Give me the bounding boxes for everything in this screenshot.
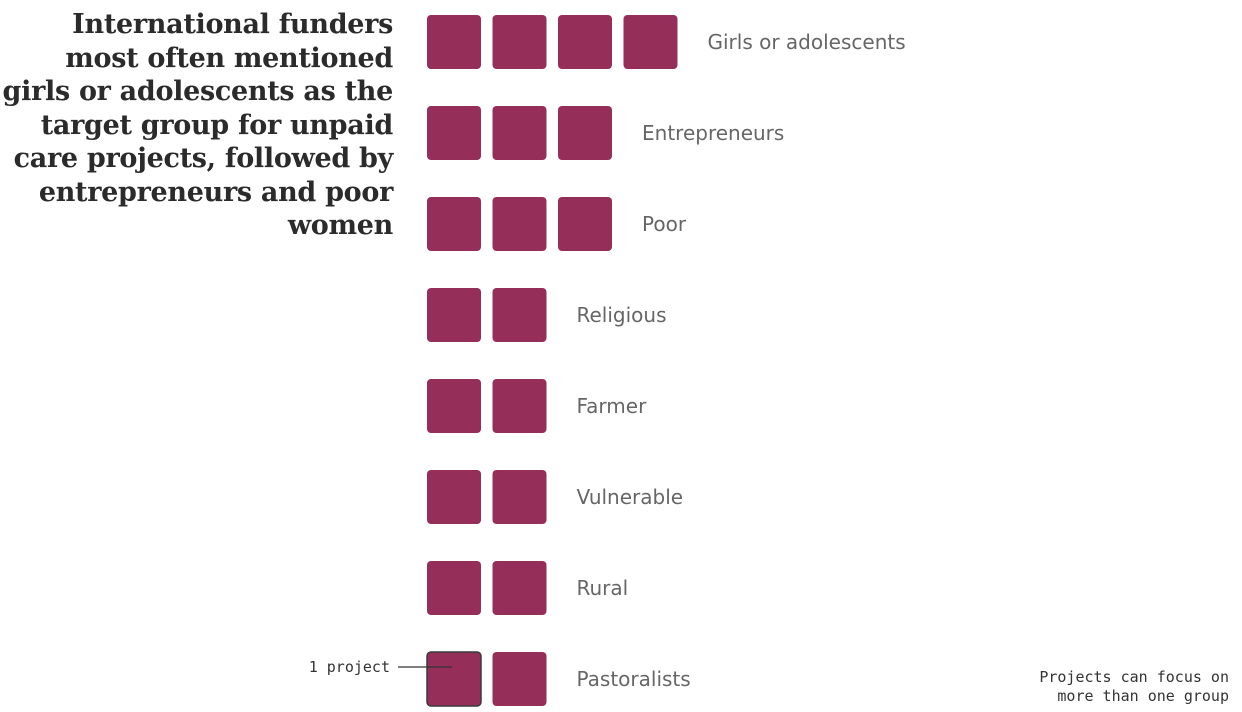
waffle-square (427, 106, 481, 160)
waffle-square (427, 470, 481, 524)
legend-unit-label: 1 project (309, 658, 390, 676)
category-label: Pastoralists (577, 667, 691, 691)
category-label: Girls or adolescents (708, 30, 906, 54)
waffle-square (427, 197, 481, 251)
footnote: Projects can focus on more than one grou… (969, 668, 1229, 706)
category-label: Vulnerable (577, 485, 684, 509)
category-label: Farmer (577, 394, 648, 418)
waffle-square (558, 197, 612, 251)
legend-key-square (426, 651, 482, 707)
waffle-square (492, 288, 547, 342)
waffle-square (492, 379, 547, 433)
waffle-square (427, 288, 481, 342)
waffle-square (558, 106, 612, 160)
waffle-square (623, 15, 678, 69)
waffle-square (558, 15, 612, 69)
chart-title: International funders most often mention… (2, 9, 394, 241)
category-label: Religious (577, 303, 667, 327)
waffle-square (427, 561, 481, 615)
waffle-square (427, 15, 481, 69)
waffle-square (492, 652, 547, 706)
footnote-line-2: more than one group (1057, 687, 1229, 705)
category-label: Poor (642, 212, 687, 236)
waffle-square (492, 561, 547, 615)
category-label: Rural (577, 576, 629, 600)
waffle-square (492, 470, 547, 524)
waffle-square (492, 15, 547, 69)
waffle-square (427, 379, 481, 433)
category-label: Entrepreneurs (642, 121, 784, 145)
footnote-line-1: Projects can focus on (1039, 668, 1229, 686)
waffle-square (492, 106, 547, 160)
waffle-square (492, 197, 547, 251)
